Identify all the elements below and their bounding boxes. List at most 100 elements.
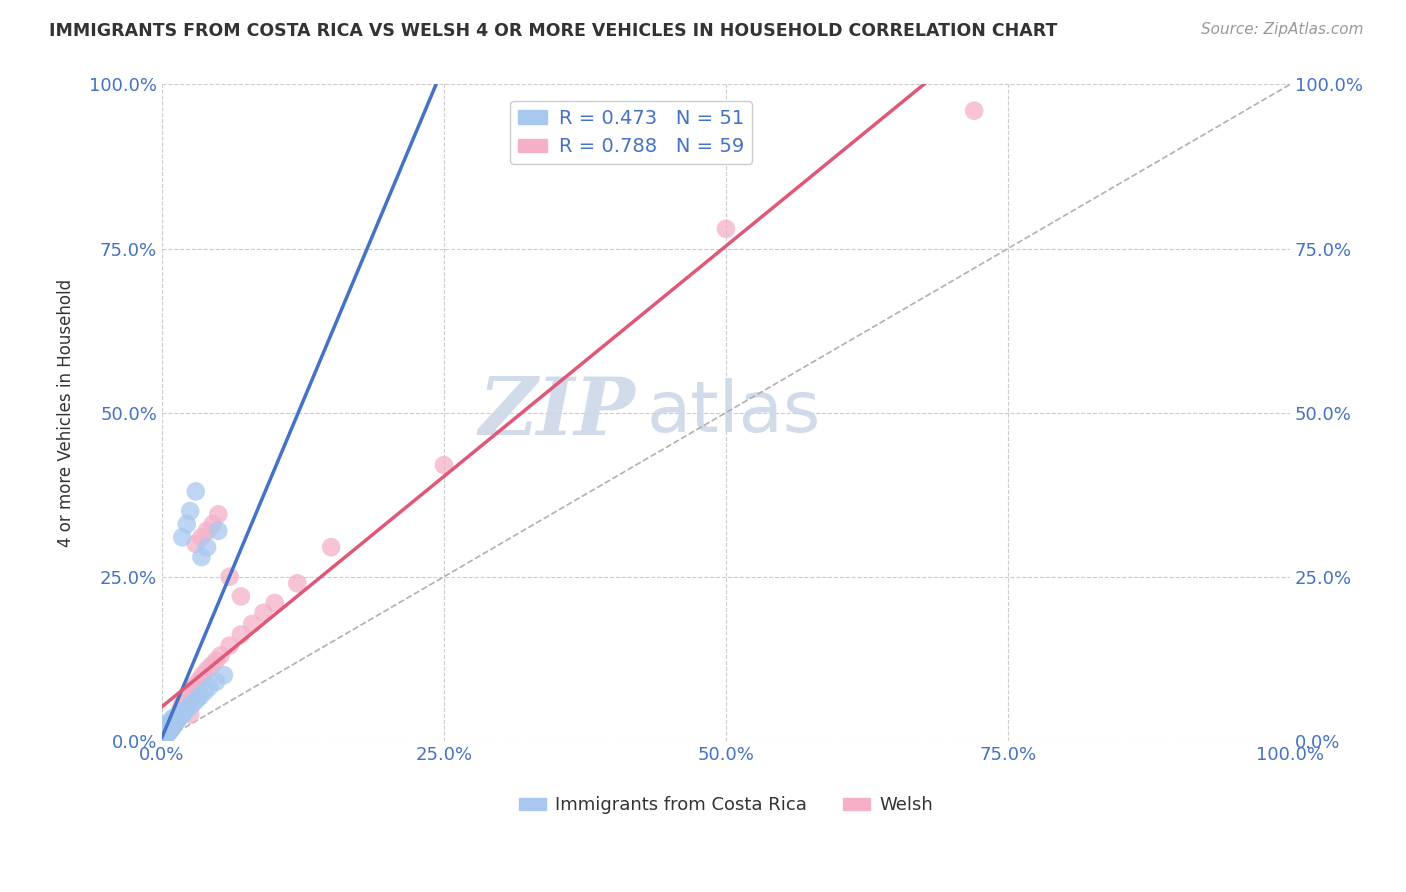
Point — [172, 707, 194, 722]
Point — [180, 684, 202, 698]
Point — [169, 704, 191, 718]
Point — [155, 722, 177, 736]
Point — [153, 730, 176, 744]
Point — [156, 726, 179, 740]
Point — [152, 729, 174, 743]
Point — [163, 716, 186, 731]
Point — [159, 716, 181, 731]
Point — [190, 549, 212, 564]
Point — [157, 717, 180, 731]
Point — [183, 681, 205, 696]
Point — [263, 596, 285, 610]
Point — [155, 726, 177, 740]
Point — [159, 723, 181, 738]
Point — [155, 728, 177, 742]
Point — [155, 726, 177, 740]
Point — [212, 668, 235, 682]
Point — [170, 701, 193, 715]
Point — [155, 729, 177, 743]
Point — [218, 639, 240, 653]
Point — [167, 711, 190, 725]
Point — [252, 606, 274, 620]
Point — [205, 654, 228, 668]
Point — [153, 723, 176, 738]
Point — [240, 617, 263, 632]
Point — [172, 530, 194, 544]
Point — [184, 678, 207, 692]
Point — [176, 702, 198, 716]
Point — [160, 714, 183, 728]
Point — [321, 540, 343, 554]
Point — [198, 680, 221, 694]
Point — [153, 721, 176, 735]
Point — [209, 648, 232, 663]
Point — [166, 709, 188, 723]
Point — [153, 724, 176, 739]
Point — [163, 717, 186, 731]
Point — [184, 537, 207, 551]
Point — [166, 714, 188, 728]
Point — [190, 530, 212, 544]
Point — [207, 524, 229, 538]
Point — [155, 717, 177, 731]
Point — [191, 668, 214, 682]
Point — [165, 715, 187, 730]
Point — [172, 706, 194, 721]
Point — [155, 727, 177, 741]
Point — [180, 698, 202, 712]
Text: Source: ZipAtlas.com: Source: ZipAtlas.com — [1201, 22, 1364, 37]
Point — [433, 458, 456, 472]
Point — [176, 517, 198, 532]
Point — [207, 508, 229, 522]
Point — [160, 722, 183, 736]
Point — [166, 711, 188, 725]
Point — [173, 704, 195, 718]
Point — [184, 484, 207, 499]
Point — [200, 658, 222, 673]
Point — [229, 627, 252, 641]
Point — [159, 723, 181, 738]
Y-axis label: 4 or more Vehicles in Household: 4 or more Vehicles in Household — [58, 278, 75, 547]
Point — [166, 713, 188, 727]
Legend: Immigrants from Costa Rica, Welsh: Immigrants from Costa Rica, Welsh — [512, 789, 941, 822]
Point — [714, 222, 737, 236]
Point — [155, 723, 177, 738]
Point — [157, 725, 180, 739]
Point — [179, 707, 201, 722]
Text: ZIP: ZIP — [479, 374, 636, 451]
Point — [218, 570, 240, 584]
Point — [963, 103, 986, 118]
Point — [156, 721, 179, 735]
Point — [176, 691, 198, 706]
Point — [157, 724, 180, 739]
Point — [155, 722, 177, 736]
Point — [165, 714, 187, 728]
Point — [152, 731, 174, 745]
Point — [177, 699, 200, 714]
Point — [183, 696, 205, 710]
Point — [162, 719, 184, 733]
Point — [153, 731, 176, 745]
Point — [179, 504, 201, 518]
Point — [187, 691, 209, 706]
Point — [155, 729, 177, 743]
Point — [184, 693, 207, 707]
Point — [160, 714, 183, 728]
Point — [188, 673, 211, 688]
Text: atlas: atlas — [647, 378, 821, 447]
Point — [156, 719, 179, 733]
Point — [172, 698, 194, 712]
Text: IMMIGRANTS FROM COSTA RICA VS WELSH 4 OR MORE VEHICLES IN HOUSEHOLD CORRELATION : IMMIGRANTS FROM COSTA RICA VS WELSH 4 OR… — [49, 22, 1057, 40]
Point — [153, 727, 176, 741]
Point — [162, 711, 184, 725]
Point — [160, 721, 183, 735]
Point — [160, 721, 183, 735]
Point — [229, 590, 252, 604]
Point — [155, 723, 177, 738]
Point — [156, 726, 179, 740]
Point — [169, 709, 191, 723]
Point — [159, 715, 181, 730]
Point — [162, 719, 184, 733]
Point — [194, 684, 217, 698]
Point — [177, 688, 200, 702]
